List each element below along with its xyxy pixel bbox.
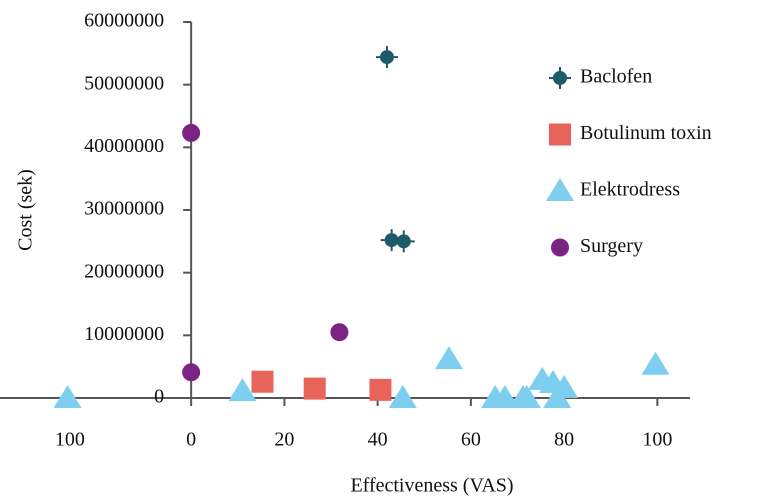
- point: [641, 351, 670, 375]
- x-tick-label: 100: [55, 429, 85, 451]
- point: [228, 378, 257, 402]
- x-tick-label: 40: [368, 429, 388, 451]
- point: [434, 346, 463, 370]
- y-tick-label: 50000000: [84, 72, 164, 94]
- marker-dot: [379, 50, 394, 65]
- legend-label: Baclofen: [580, 66, 652, 88]
- x-tick-label: 0: [186, 429, 196, 451]
- x-tick-label: 20: [274, 429, 294, 451]
- y-tick-label: 0: [154, 386, 164, 408]
- y-axis-label: Cost (sek): [15, 169, 37, 251]
- x-tick-label: 80: [554, 429, 574, 451]
- legend-label: Botulinum toxin: [580, 122, 712, 144]
- point: [512, 385, 541, 408]
- legend-marker: [549, 123, 571, 146]
- legend-marker: [551, 238, 569, 257]
- point: [182, 123, 201, 142]
- x-tick-label: 100: [642, 429, 672, 451]
- x-axis-label: Effectiveness (VAS): [350, 475, 513, 497]
- point: [303, 377, 326, 400]
- point: [251, 370, 274, 393]
- legend-marker: [546, 178, 574, 201]
- y-tick-label: 20000000: [84, 260, 164, 282]
- point: [490, 385, 519, 408]
- y-tick-label: 30000000: [84, 198, 164, 220]
- marker-dot: [396, 234, 411, 249]
- point: [369, 378, 392, 401]
- point: [388, 385, 417, 408]
- y-tick-label: 40000000: [84, 135, 164, 157]
- point: [550, 374, 579, 398]
- legend-label: Surgery: [580, 235, 643, 257]
- point: [392, 230, 415, 253]
- y-tick-label: 10000000: [84, 323, 164, 345]
- marker-dot: [553, 71, 567, 85]
- point: [375, 46, 398, 69]
- point: [330, 323, 349, 342]
- point: [53, 385, 82, 408]
- x-tick-label: 60: [461, 429, 481, 451]
- marker-dot: [384, 233, 399, 248]
- legend-marker: [549, 67, 571, 89]
- point: [182, 363, 201, 382]
- legend-label: Elektrodress: [580, 179, 680, 201]
- y-tick-label: 60000000: [84, 10, 164, 32]
